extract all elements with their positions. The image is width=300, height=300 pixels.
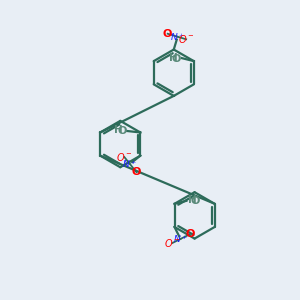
Text: O: O [172, 54, 182, 64]
Text: O: O [185, 229, 194, 239]
Text: $O^-$: $O^-$ [116, 151, 133, 163]
Text: H: H [169, 52, 178, 63]
Text: $N^+$: $N^+$ [122, 158, 137, 170]
Text: H: H [114, 125, 122, 135]
Text: H: H [188, 195, 197, 205]
Text: $O^-$: $O^-$ [164, 237, 181, 249]
Text: O: O [132, 167, 141, 177]
Text: $N^+$: $N^+$ [170, 31, 185, 43]
Text: O: O [118, 126, 127, 136]
Text: $O^-$: $O^-$ [178, 33, 194, 45]
Text: O: O [163, 29, 172, 39]
Text: O: O [191, 196, 200, 206]
Text: $N^+$: $N^+$ [173, 233, 188, 245]
